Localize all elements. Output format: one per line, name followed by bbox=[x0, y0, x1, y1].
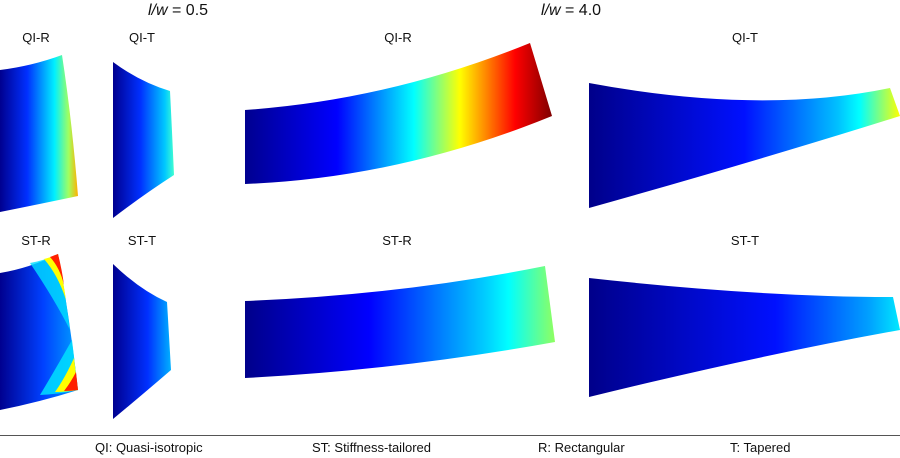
plate-qi-r-large bbox=[245, 43, 552, 184]
legend-st: ST: Stiffness-tailored bbox=[312, 440, 431, 455]
plate-st-t-small bbox=[113, 264, 171, 419]
panel-label-small-qi-r: QI-R bbox=[22, 30, 50, 45]
panel-label-large-qi-r: QI-R bbox=[384, 30, 412, 45]
ratio-value: 0.5 bbox=[185, 2, 209, 19]
plate-qi-t-large bbox=[589, 83, 900, 208]
deformation-plots bbox=[0, 43, 900, 419]
panel-label-small-qi-t: QI-T bbox=[129, 30, 155, 45]
plate-st-r-large bbox=[245, 266, 555, 378]
legend-qi: QI: Quasi-isotropic bbox=[95, 440, 203, 455]
panel-label-large-qi-t: QI-T bbox=[732, 30, 758, 45]
panel-label-large-st-r: ST-R bbox=[382, 233, 412, 248]
ratio-variable: l/w bbox=[148, 2, 168, 19]
panel-label-small-st-r: ST-R bbox=[21, 233, 51, 248]
ratio-value: 4.0 bbox=[578, 2, 602, 19]
plate-qi-t-small bbox=[113, 62, 174, 218]
legend-t: T: Tapered bbox=[730, 440, 791, 455]
legend-divider bbox=[0, 435, 900, 436]
legend-r: R: Rectangular bbox=[538, 440, 625, 455]
panel-label-large-st-t: ST-T bbox=[730, 233, 760, 248]
ratio-variable: l/w bbox=[541, 2, 561, 19]
ratio-label-4.0: l/w = 4.0 bbox=[541, 2, 602, 19]
plate-qi-r-small bbox=[0, 55, 78, 212]
panel-label-small-st-t: ST-T bbox=[127, 233, 157, 248]
ratio-label-0.5: l/w = 0.5 bbox=[148, 2, 209, 19]
plate-st-t-large bbox=[589, 278, 900, 397]
